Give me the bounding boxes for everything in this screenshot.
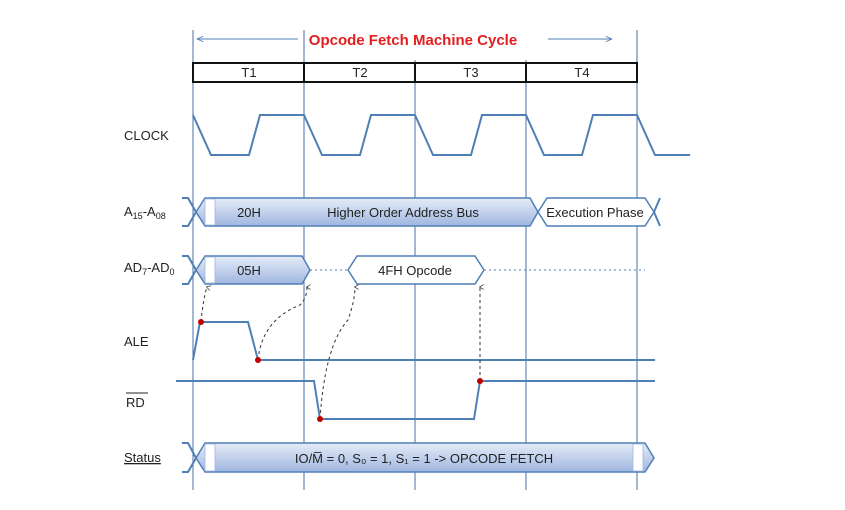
clock-waveform bbox=[192, 114, 690, 156]
t-state-label: T3 bbox=[463, 65, 478, 80]
rd-to-opcode-arrow bbox=[319, 287, 355, 420]
ale-rise-marker bbox=[198, 319, 204, 325]
rd-fall-marker bbox=[317, 416, 323, 422]
ale-to-address-latch-arrow bbox=[200, 287, 207, 323]
execution-phase-label: Execution Phase bbox=[546, 205, 644, 220]
status-bus bbox=[182, 442, 655, 473]
t-state-label: T2 bbox=[352, 65, 367, 80]
ale-waveform bbox=[192, 321, 655, 361]
t-state-label: T4 bbox=[574, 65, 589, 80]
opcode-value: 4FH Opcode bbox=[378, 263, 452, 278]
status-text: IO/M̅ = 0, S₀ = 1, S₁ = 1 -> OPCODE FETC… bbox=[295, 451, 553, 466]
status-link[interactable]: Status bbox=[124, 450, 161, 465]
t-state-header: T1 T2 T3 T4 bbox=[192, 62, 638, 83]
rd-waveform bbox=[176, 380, 655, 420]
t-state-label: T1 bbox=[241, 65, 256, 80]
address-low-value: 05H bbox=[237, 263, 261, 278]
ale-label: ALE bbox=[124, 334, 149, 349]
rd-rise-marker bbox=[477, 378, 483, 384]
address-low-bus bbox=[182, 255, 645, 285]
address-high-bus bbox=[182, 197, 661, 227]
clock-label: CLOCK bbox=[124, 128, 169, 143]
address-high-value: 20H bbox=[237, 205, 261, 220]
diagram-title: Opcode Fetch Machine Cycle bbox=[309, 32, 517, 49]
rd-label: RD bbox=[126, 392, 148, 410]
address-low-label: AD7-AD0 bbox=[124, 260, 174, 277]
ale-fall-marker bbox=[255, 357, 261, 363]
address-high-description: Higher Order Address Bus bbox=[327, 205, 479, 220]
address-high-label: A15-A08 bbox=[124, 204, 166, 221]
svg-text:RD: RD bbox=[126, 395, 145, 410]
ale-fall-to-address-arrow bbox=[257, 287, 307, 361]
